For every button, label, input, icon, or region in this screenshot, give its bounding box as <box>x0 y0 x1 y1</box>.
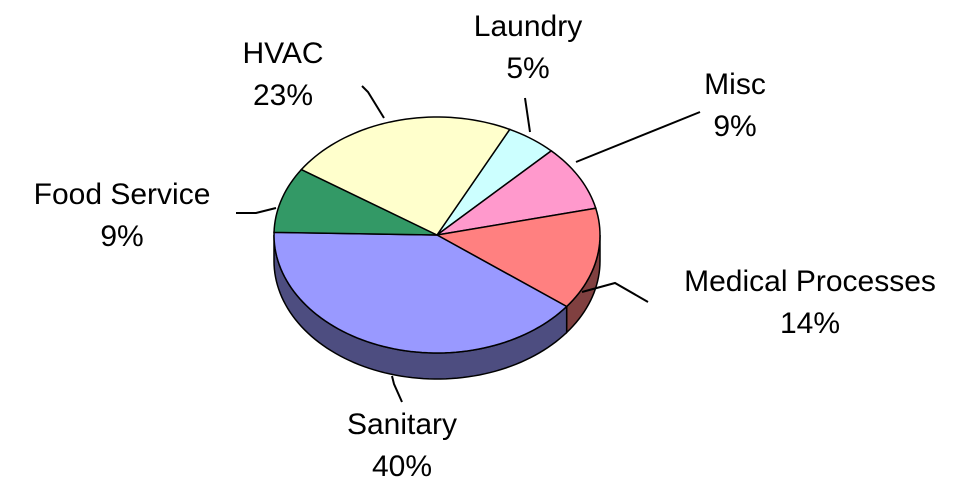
leader-line <box>581 281 649 303</box>
slice-percent: 9% <box>100 220 143 253</box>
slice <box>300 116 511 236</box>
slice-percent: 5% <box>506 52 549 85</box>
slice-percent: 9% <box>713 110 756 143</box>
slice <box>436 149 597 236</box>
slice-label: Food Service <box>34 178 211 211</box>
slice-label: Laundry <box>474 10 582 43</box>
slice-percent: 23% <box>253 79 313 112</box>
slice <box>273 168 438 236</box>
slice-label: Sanitary <box>347 408 457 441</box>
slice-percent: 14% <box>780 307 840 340</box>
slice-label: Misc <box>704 68 766 101</box>
leader-line <box>391 375 403 403</box>
slice-percent: 40% <box>372 450 432 483</box>
slice <box>436 128 553 236</box>
leader-line <box>524 97 531 133</box>
leader-line <box>361 85 385 119</box>
leader-line <box>575 111 701 163</box>
leader-line <box>236 207 277 214</box>
slice <box>273 231 568 354</box>
slice-label: Medical Processes <box>684 265 936 298</box>
slice-label: HVAC <box>242 37 323 70</box>
slice <box>434 207 601 308</box>
